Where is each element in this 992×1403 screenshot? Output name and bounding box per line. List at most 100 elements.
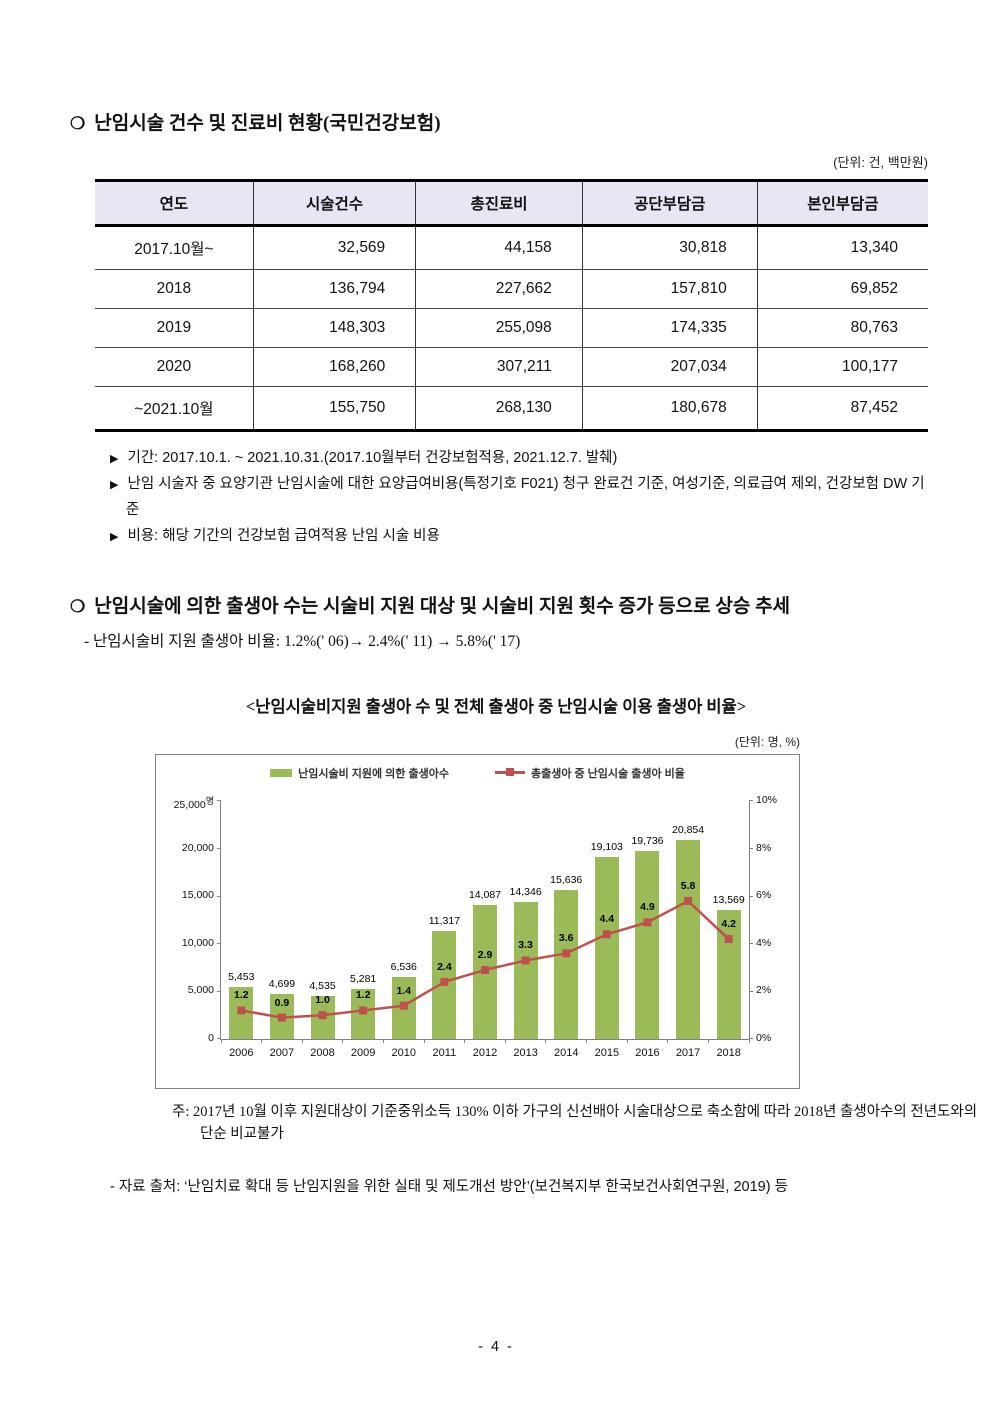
table-cell: 87,452: [756, 385, 928, 431]
table-cell: 80,763: [756, 307, 928, 348]
left-axis-tickmark: [217, 1038, 221, 1040]
col-header-procedures: 시술건수: [252, 180, 416, 227]
table-row: 2019 148,303 255,098 174,335 80,763: [95, 307, 928, 348]
right-axis-tick-label: 10%: [756, 793, 778, 806]
line-marker-icon: [505, 768, 514, 777]
line-data-marker: [237, 1006, 246, 1015]
x-axis-tickmark: [220, 1038, 222, 1043]
table-cell: 255,098: [415, 307, 583, 348]
section1-heading: ❍ 난임시술 건수 및 진료비 현황(국민건강보험): [70, 112, 932, 136]
legend-item-line: 총출생아 중 난임시술 출생아 비율: [494, 765, 685, 781]
table-cell: 227,662: [415, 268, 583, 309]
rate-value-label: 2.4: [437, 960, 452, 973]
left-axis-tick-label: 20,000: [181, 841, 214, 854]
bar-value-label: 20,854: [672, 824, 705, 837]
bar-value-label: 14,087: [468, 888, 502, 901]
triangle-bullet-icon: ▶: [110, 452, 119, 465]
table-cell: 2019: [95, 307, 254, 348]
footnote-text: 기간: 2017.10.1. ~ 2021.10.31.(2017.10월부터 …: [123, 449, 618, 466]
table-unit-note: (단위: 건, 백만원): [833, 154, 928, 170]
bar-value-label: 4,535: [309, 979, 336, 992]
col-header-patient-share: 본인부담금: [756, 180, 928, 227]
section2-title: 난임시술에 의한 출생아 수는 시술비 지원 대상 및 시술비 지원 횟수 증가…: [94, 596, 791, 618]
line-data-marker: [684, 896, 693, 905]
rate-value-label: 3.6: [558, 932, 574, 945]
table-row: 2017.10월~ 32,569 44,158 30,818 13,340: [95, 225, 928, 270]
x-axis-tickmark: [423, 1038, 425, 1043]
table-cell: 168,260: [252, 346, 416, 387]
table-cell: 44,158: [415, 225, 583, 270]
bar-value-label: 13,569: [712, 893, 745, 906]
bar-value-label: 11,317: [428, 915, 461, 928]
line-data-marker: [359, 1006, 368, 1015]
legend-bar-label: 난임시술비 지원에 의한 출생아수: [298, 767, 449, 780]
x-axis-tickmark: [626, 1038, 628, 1043]
births-chart: 난임시술비 지원에 의한 출생아수 총출생아 중 난임시술 출생아 비율 0 0%…: [155, 753, 800, 1089]
rate-value-label: 5.8: [680, 879, 696, 892]
bar-value-label: 19,103: [590, 841, 623, 854]
rate-value-label: 0.9: [274, 996, 290, 1009]
figure-note: 주: 2017년 10월 이후 지원대상이 기준중위소득 130% 이하 가구의…: [172, 1103, 978, 1142]
x-axis-tickmark: [464, 1038, 466, 1043]
line-data-marker: [481, 965, 489, 974]
x-axis-label: 2016: [635, 1046, 660, 1059]
x-axis-label: 2018: [716, 1046, 741, 1059]
rate-value-label: 1.4: [396, 984, 412, 997]
right-axis-tick-label: 8%: [756, 841, 772, 854]
table-cell: 2017.10월~: [134, 240, 214, 258]
right-axis-tick-label: 4%: [756, 936, 772, 949]
bar-2014: [554, 890, 579, 1039]
right-axis-tickmark: [749, 1038, 753, 1040]
table-cell: 2018: [95, 268, 254, 309]
rate-value-label: 1.2: [355, 989, 371, 1002]
left-axis-unit: 명: [205, 795, 214, 806]
bar-2015: [594, 857, 619, 1039]
table-header-row: 연도 시술건수 총진료비 공단부담금 본인부담금: [95, 180, 928, 227]
table-cell: 180,678: [581, 385, 758, 431]
rate-line-series: [237, 896, 733, 1022]
x-axis-tickmark: [707, 1038, 709, 1043]
footnote-text: 비용: 해당 기간의 건강보험 급여적용 난임 시술 비용: [123, 528, 440, 545]
line-data-marker: [440, 977, 449, 986]
section-births-trend: ❍ 난임시술에 의한 출생아 수는 시술비 지원 대상 및 시술비 지원 횟수 …: [0, 595, 992, 651]
line-data-marker: [318, 1011, 327, 1020]
x-axis-tickmark: [301, 1038, 303, 1043]
left-axis-tickmark: [217, 943, 221, 945]
right-axis-tickmark: [749, 990, 753, 992]
table-cell: 30,818: [581, 225, 758, 270]
x-axis-label: 2013: [513, 1046, 538, 1059]
rate-value-label: 4.2: [721, 918, 736, 931]
table-cell: ~2021.10월: [95, 385, 254, 431]
rate-value-label: 4.9: [640, 901, 655, 914]
x-axis-label: 2009: [350, 1046, 376, 1059]
chart-legend: 난임시술비 지원에 의한 출생아수 총출생아 중 난임시술 출생아 비율: [156, 765, 799, 781]
x-axis-label: 2011: [432, 1046, 457, 1059]
bar-value-label: 19,736: [631, 835, 664, 848]
table-cell: 136,794: [252, 268, 416, 309]
x-axis-label: 2012: [472, 1046, 498, 1059]
triangle-bullet-icon: ▶: [110, 531, 119, 544]
right-axis-tick-label: 0%: [756, 1031, 772, 1044]
bar-value-label: 5,281: [350, 972, 377, 985]
x-axis-tickmark: [261, 1038, 263, 1043]
footnote-item: ▶ 비용: 해당 기간의 건강보험 급여적용 난임 시술 비용: [110, 523, 932, 549]
bar-value-label: 15,636: [550, 874, 583, 887]
section2-heading: ❍ 난임시술에 의한 출생아 수는 시술비 지원 대상 및 시술비 지원 횟수 …: [70, 595, 932, 619]
table-cell: 148,303: [252, 307, 416, 348]
left-axis-tickmark: [217, 990, 221, 992]
right-axis-tick-label: 2%: [756, 984, 772, 997]
treatment-table-body: 2017.10월~ 32,569 44,158 30,818 13,340 2018 136…: [95, 225, 928, 431]
triangle-bullet-icon: ▶: [110, 478, 119, 491]
table-row: 2020 168,260 307,211 207,034 100,177: [95, 346, 928, 387]
table-cell: 2020: [95, 346, 254, 387]
right-axis-tickmark: [749, 943, 753, 945]
x-axis-tickmark: [382, 1038, 384, 1043]
rate-value-label: 2.9: [477, 948, 493, 961]
table-cell: 268,130: [415, 385, 583, 431]
col-header-total-cost: 총진료비: [415, 180, 583, 227]
x-axis-label: 2017: [675, 1046, 701, 1059]
x-axis-tickmark: [504, 1038, 506, 1043]
legend-line-label: 총출생아 중 난임시술 출생아 비율: [530, 767, 685, 780]
x-axis-tickmark: [667, 1038, 669, 1043]
